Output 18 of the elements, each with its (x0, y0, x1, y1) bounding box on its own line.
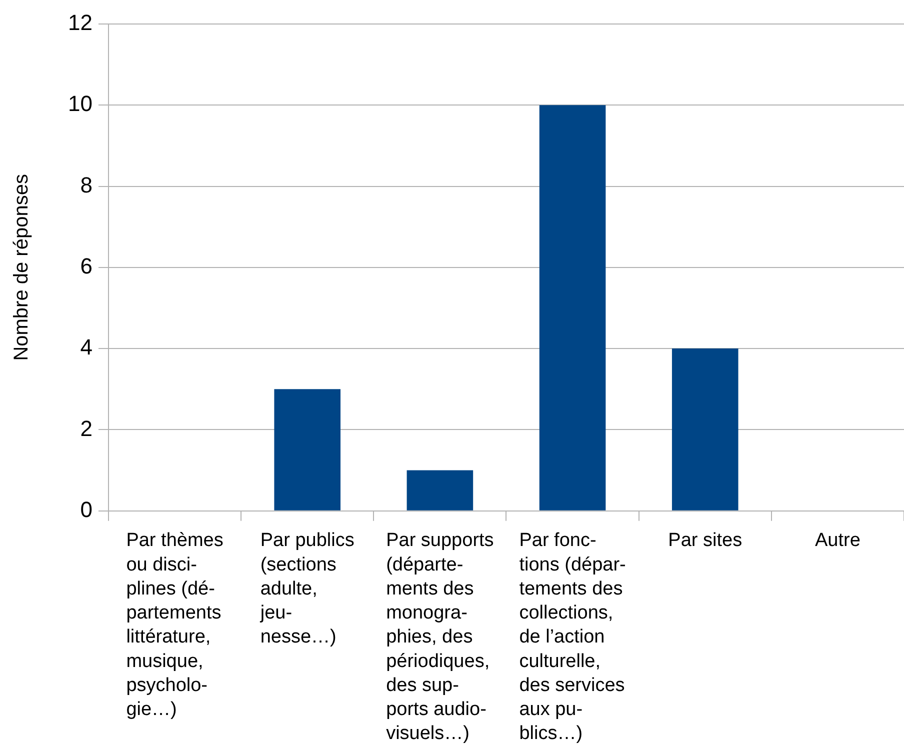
y-tick-label: 12 (68, 10, 92, 36)
bar (406, 470, 474, 510)
x-tick-label: Autre (815, 530, 860, 552)
category-label: Par supports (départe- ments des monogra- phies, des périodiques, des sup- ports audio- visuels…) (386, 530, 494, 744)
x-tick-label: Par thèmes ou disci- plines (dé- partements littérature, musique, psycholo- gie…) (126, 530, 224, 720)
bar (672, 348, 738, 510)
y-tick-label: 0 (80, 496, 92, 522)
x-tick-label: Par sites (668, 530, 742, 552)
y-tick-label: 8 (80, 172, 92, 198)
y-tick-label: 2 (80, 416, 92, 441)
y-tick-label: 6 (80, 253, 92, 278)
bar (539, 105, 606, 510)
category-label: Par fonc- tions (dépar- tements des collections, de l’action culturelle, des services aux pu- blics…) (519, 530, 626, 744)
bar (274, 389, 340, 510)
x-tick-label: Par publics (sections adulte, jeu- nesse…) (259, 530, 354, 648)
y-tick-label: 10 (68, 91, 92, 116)
y-tick-label: 4 (80, 334, 92, 360)
y-axis-title: Nombre de réponses (10, 174, 33, 361)
